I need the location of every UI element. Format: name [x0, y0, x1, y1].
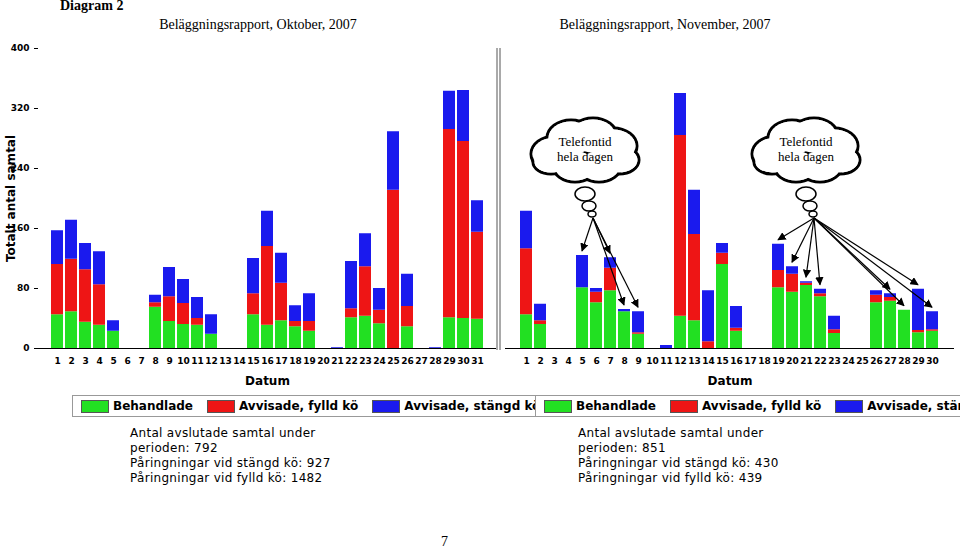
html-text:Behandlade: Behandlade	[576, 399, 656, 413]
svg-text:2: 2	[537, 356, 543, 366]
svg-text:25: 25	[856, 356, 869, 366]
svg-text:17: 17	[744, 356, 757, 366]
svg-text:2: 2	[68, 356, 74, 366]
svg-text:10: 10	[646, 356, 659, 366]
svg-text:23: 23	[359, 356, 372, 366]
svg-text:15: 15	[247, 356, 260, 366]
svg-text:1: 1	[523, 356, 529, 366]
svg-text:11: 11	[660, 356, 673, 366]
svg-text:16: 16	[730, 356, 743, 366]
svg-text:19: 19	[303, 356, 316, 366]
html-text:Påringningar vid fylld kö: 439: Påringningar vid fylld kö: 439	[578, 471, 763, 485]
svg-text:Telefontidhela dagen: Telefontidhela dagen	[557, 134, 613, 164]
svg-text:9: 9	[635, 356, 641, 366]
svg-text:28: 28	[898, 356, 911, 366]
html-text:Avvisade, stängd kö: Avvisade, stängd kö	[404, 399, 541, 413]
svg-text:Datum: Datum	[245, 374, 290, 388]
svg-text:9: 9	[166, 356, 172, 366]
svg-text:7: 7	[138, 356, 144, 366]
svg-text:20: 20	[317, 356, 330, 366]
svg-text:15: 15	[716, 356, 729, 366]
svg-text:320: 320	[11, 103, 30, 113]
svg-text:21: 21	[331, 356, 344, 366]
svg-text:7: 7	[607, 356, 613, 366]
svg-text:29: 29	[912, 356, 925, 366]
svg-text:3: 3	[82, 356, 88, 366]
svg-text:26: 26	[870, 356, 883, 366]
svg-text:24: 24	[842, 356, 855, 366]
svg-text:22: 22	[814, 356, 827, 366]
svg-text:29: 29	[443, 356, 456, 366]
html-text:perioden: 851: perioden: 851	[578, 441, 666, 455]
svg-text:14: 14	[702, 356, 715, 366]
html-text:Antal avslutade samtal under: Antal avslutade samtal under	[578, 426, 764, 440]
html-text:Beläggningsrapport, Oktober, 2: Beläggningsrapport, Oktober, 2007	[159, 17, 357, 32]
svg-text:4: 4	[565, 356, 571, 366]
svg-text:27: 27	[884, 356, 897, 366]
svg-text:13: 13	[688, 356, 701, 366]
svg-text:21: 21	[800, 356, 813, 366]
svg-text:160: 160	[10, 223, 30, 234]
svg-text:11: 11	[191, 356, 204, 366]
svg-text:10: 10	[177, 356, 190, 366]
html-text:Påringningar vid fylld kö: 148: Påringningar vid fylld kö: 1482	[130, 471, 323, 485]
svg-text:18: 18	[289, 356, 302, 366]
svg-text:18: 18	[758, 356, 771, 366]
svg-text:30: 30	[926, 356, 939, 366]
svg-text:4: 4	[96, 356, 102, 366]
svg-text:80: 80	[17, 283, 30, 293]
html-text:Påringningar vid stängd kö: 92: Påringningar vid stängd kö: 927	[130, 456, 331, 470]
svg-text:5: 5	[110, 356, 116, 366]
svg-text:27: 27	[415, 356, 428, 366]
svg-text:20: 20	[786, 356, 799, 366]
svg-text:Totalt antal samtal: Totalt antal samtal	[4, 135, 18, 262]
svg-text:23: 23	[828, 356, 841, 366]
svg-text:30: 30	[457, 356, 470, 366]
svg-text:26: 26	[401, 356, 414, 366]
svg-text:13: 13	[219, 356, 232, 366]
svg-text:22: 22	[345, 356, 358, 366]
svg-text:Datum: Datum	[708, 374, 753, 388]
html-text:Avvisade, fylld kö: Avvisade, fylld kö	[239, 399, 359, 413]
svg-text:5: 5	[579, 356, 585, 366]
svg-text:400: 400	[11, 43, 30, 53]
html-text:Avvisade, fylld kö: Avvisade, fylld kö	[702, 399, 822, 413]
html-text:Antal avslutade samtal under: Antal avslutade samtal under	[130, 426, 316, 440]
svg-text:8: 8	[152, 356, 158, 366]
svg-text:6: 6	[124, 356, 130, 366]
svg-text:3: 3	[551, 356, 557, 366]
svg-text:31: 31	[471, 356, 484, 366]
svg-text:14: 14	[233, 356, 246, 366]
svg-text:24: 24	[373, 356, 386, 366]
svg-text:8: 8	[621, 356, 627, 366]
html-text:7: 7	[441, 534, 448, 549]
svg-text:12: 12	[674, 356, 687, 366]
svg-text:6: 6	[593, 356, 599, 366]
svg-text:28: 28	[429, 356, 442, 366]
html-text:Påringningar vid stängd kö: 43: Påringningar vid stängd kö: 430	[578, 456, 779, 470]
svg-text:0: 0	[23, 343, 29, 353]
svg-text:19: 19	[772, 356, 785, 366]
svg-text:17: 17	[275, 356, 288, 366]
html-text:Beläggningsrapport, November,: Beläggningsrapport, November, 2007	[559, 17, 771, 32]
svg-text:240: 240	[10, 163, 30, 174]
svg-text:16: 16	[261, 356, 274, 366]
svg-text:1: 1	[54, 356, 60, 366]
html-text:Behandlade: Behandlade	[113, 399, 193, 413]
svg-text:Telefontidhela dagen: Telefontidhela dagen	[778, 134, 834, 164]
svg-text:25: 25	[387, 356, 400, 366]
svg-text:12: 12	[205, 356, 218, 366]
html-text:perioden: 792: perioden: 792	[130, 441, 218, 455]
